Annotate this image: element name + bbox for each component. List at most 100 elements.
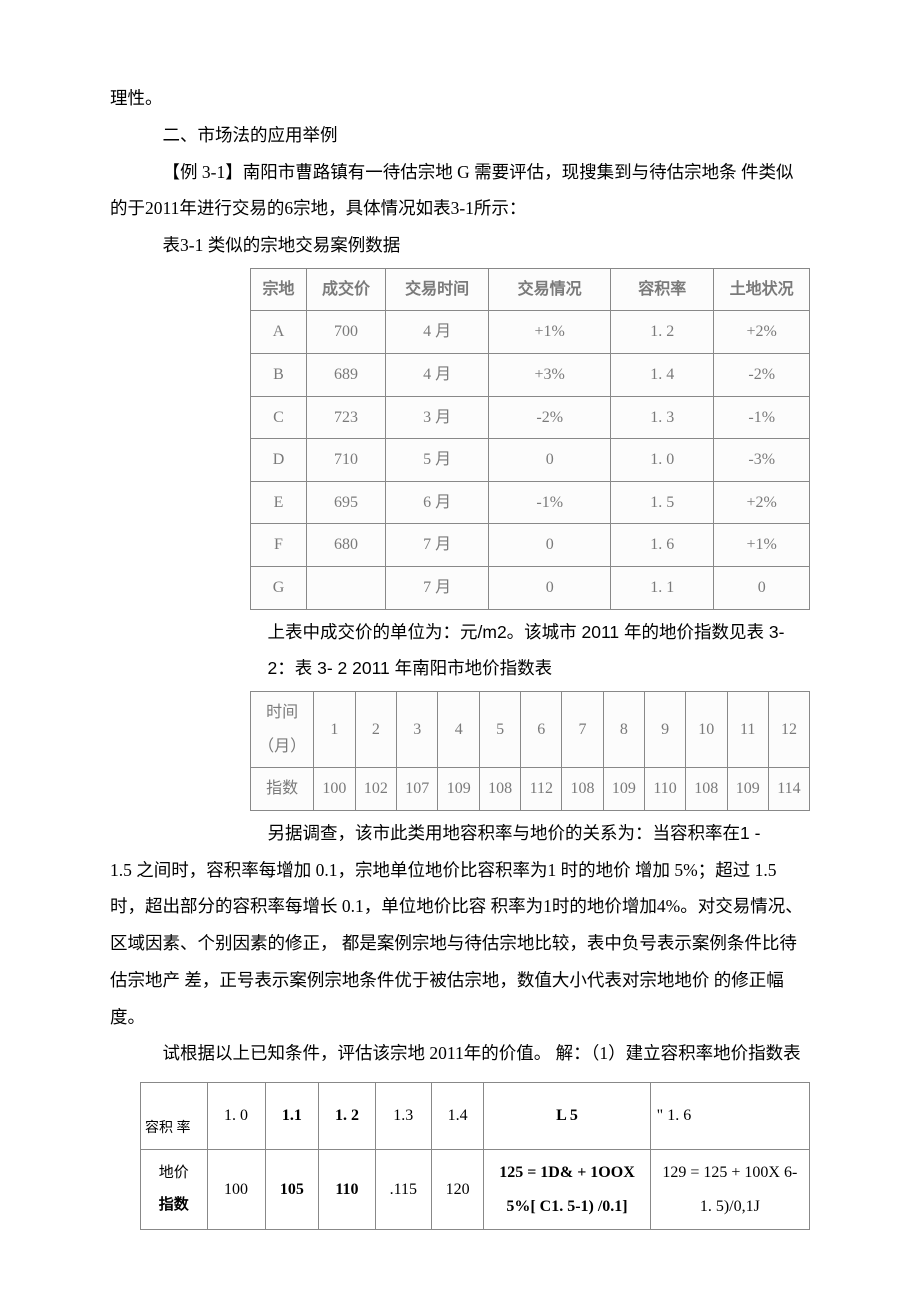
table1-cell: 0 bbox=[714, 566, 810, 609]
table1-cell: 5 月 bbox=[386, 439, 489, 482]
paragraph-0: 理性。 bbox=[110, 80, 810, 117]
table2-rowlabel: 时间（月） bbox=[251, 692, 314, 768]
table1-cell: 7 月 bbox=[386, 524, 489, 567]
table2-month-cell: 6 bbox=[521, 692, 562, 768]
table1-cell: 1. 5 bbox=[611, 481, 714, 524]
table2-value-cell: 108 bbox=[686, 768, 727, 811]
table1-cell: 689 bbox=[307, 353, 386, 396]
table1-cell bbox=[307, 566, 386, 609]
table1-cell: +1% bbox=[489, 311, 611, 354]
table-row: D7105 月01. 0-3% bbox=[251, 439, 810, 482]
table3-header-cell: 容积 率 bbox=[141, 1083, 208, 1150]
table2-value-cell: 109 bbox=[438, 768, 479, 811]
table-far-index: 容积 率1. 01.11. 21.31.4L 5" 1. 6地价指数100105… bbox=[140, 1082, 810, 1230]
table1-cell: -3% bbox=[714, 439, 810, 482]
table1-cell: 700 bbox=[307, 311, 386, 354]
table1-cell: G bbox=[251, 566, 307, 609]
table3-header-cell: 1.1 bbox=[265, 1083, 319, 1150]
table1-cell: 680 bbox=[307, 524, 386, 567]
table1-cell: 0 bbox=[489, 524, 611, 567]
table1-cell: 4 月 bbox=[386, 311, 489, 354]
table2-value-cell: 102 bbox=[355, 768, 396, 811]
table1-cell: 3 月 bbox=[386, 396, 489, 439]
table-row: B6894 月+3%1. 4-2% bbox=[251, 353, 810, 396]
table1-cell: 1. 4 bbox=[611, 353, 714, 396]
table2-month-cell: 12 bbox=[768, 692, 809, 768]
table1-cell: 710 bbox=[307, 439, 386, 482]
p1-lead-span: 另据调查，该市此类用地容积率与地价的关系为：当容积率在1 - bbox=[268, 823, 761, 843]
table3-cell: 125 = 1D& + 1OOX 5%[ C1. 5-1) /0.1] bbox=[484, 1150, 650, 1230]
table1-cell: 695 bbox=[307, 481, 386, 524]
table-index: 时间（月）123456789101112指数100102107109108112… bbox=[250, 691, 810, 811]
table1-cell: -1% bbox=[489, 481, 611, 524]
table2-value-cell: 109 bbox=[727, 768, 768, 811]
table1-cell: C bbox=[251, 396, 307, 439]
table3-cell: 129 = 125 + 100X 6-1. 5)/0,1J bbox=[650, 1150, 809, 1230]
table2-month-cell: 11 bbox=[727, 692, 768, 768]
table3-cell: .115 bbox=[375, 1150, 431, 1230]
table1-cell: 0 bbox=[489, 439, 611, 482]
table2-value-cell: 108 bbox=[562, 768, 603, 811]
table2-month-cell: 8 bbox=[603, 692, 644, 768]
table1-cell: A bbox=[251, 311, 307, 354]
table3-rowlabel: 地价指数 bbox=[141, 1150, 208, 1230]
mid-text: 上表中成交价的单位为：元/m2。该城市 2011 年的地价指数见表 3-2：表 … bbox=[110, 614, 810, 688]
table3-cell: 110 bbox=[319, 1150, 375, 1230]
table1-header-cell: 交易时间 bbox=[386, 268, 489, 311]
table1-header-cell: 交易情况 bbox=[489, 268, 611, 311]
table2-month-cell: 3 bbox=[397, 692, 438, 768]
table1-cell: +2% bbox=[714, 481, 810, 524]
mid-text-span: 上表中成交价的单位为：元/m2。该城市 2011 年的地价指数见表 3-2：表 … bbox=[268, 622, 785, 679]
table1-caption: 表3-1 类似的宗地交易案例数据 bbox=[110, 227, 810, 264]
table2-value-cell: 108 bbox=[479, 768, 520, 811]
table2-month-cell: 9 bbox=[645, 692, 686, 768]
table1-cell: 1. 3 bbox=[611, 396, 714, 439]
table2-month-cell: 10 bbox=[686, 692, 727, 768]
table1-cell: -2% bbox=[714, 353, 810, 396]
body-p1-rest: 1.5 之间时，容积率每增加 0.1，宗地单位地价比容积率为1 时的地价 增加 … bbox=[110, 852, 810, 1036]
table1-cell: 1. 2 bbox=[611, 311, 714, 354]
body-p1-lead: 另据调查，该市此类用地容积率与地价的关系为：当容积率在1 - bbox=[110, 815, 810, 852]
paragraph-example: 【例 3-1】南阳市曹路镇有一待估宗地 G 需要评估，现搜集到与待估宗地条 件类… bbox=[110, 154, 810, 228]
table3-header-cell: 1. 2 bbox=[319, 1083, 375, 1150]
table3-header-cell: " 1. 6 bbox=[650, 1083, 809, 1150]
table2-rowlabel: 指数 bbox=[251, 768, 314, 811]
table2-month-cell: 4 bbox=[438, 692, 479, 768]
table3-cell: 120 bbox=[431, 1150, 483, 1230]
table2-value-cell: 100 bbox=[314, 768, 355, 811]
table1-header-cell: 宗地 bbox=[251, 268, 307, 311]
table1-cell: 1. 6 bbox=[611, 524, 714, 567]
table1-cell: 0 bbox=[489, 566, 611, 609]
table3-cell: 105 bbox=[265, 1150, 319, 1230]
table2-value-cell: 112 bbox=[521, 768, 562, 811]
table-row: G7 月01. 10 bbox=[251, 566, 810, 609]
body-p2: 试根据以上已知条件，评估该宗地 2011年的价值。 解：（1）建立容积率地价指数… bbox=[110, 1035, 810, 1072]
table-row: E6956 月-1%1. 5+2% bbox=[251, 481, 810, 524]
table3-header-cell: 1.4 bbox=[431, 1083, 483, 1150]
table1-cell: F bbox=[251, 524, 307, 567]
table1-cell: E bbox=[251, 481, 307, 524]
table1-cell: +2% bbox=[714, 311, 810, 354]
table-row: F6807 月01. 6+1% bbox=[251, 524, 810, 567]
table2-month-cell: 2 bbox=[355, 692, 396, 768]
table2-value-cell: 109 bbox=[603, 768, 644, 811]
table3-header-cell: L 5 bbox=[484, 1083, 650, 1150]
table1-cell: +3% bbox=[489, 353, 611, 396]
table-row: A7004 月+1%1. 2+2% bbox=[251, 311, 810, 354]
table3-header-cell: 1. 0 bbox=[207, 1083, 265, 1150]
table3-cell: 100 bbox=[207, 1150, 265, 1230]
table1-cell: -2% bbox=[489, 396, 611, 439]
table1-cell: 7 月 bbox=[386, 566, 489, 609]
heading-2: 二、市场法的应用举例 bbox=[110, 117, 810, 154]
table2-month-cell: 5 bbox=[479, 692, 520, 768]
table1-cell: D bbox=[251, 439, 307, 482]
table1-header-cell: 土地状况 bbox=[714, 268, 810, 311]
example-text: 【例 3-1】南阳市曹路镇有一待估宗地 G 需要评估，现搜集到与待估宗地条 件类… bbox=[110, 162, 793, 219]
table1-header-cell: 成交价 bbox=[307, 268, 386, 311]
table1-cell: +1% bbox=[714, 524, 810, 567]
table1-cell: 4 月 bbox=[386, 353, 489, 396]
table2-value-cell: 114 bbox=[768, 768, 809, 811]
table2-month-cell: 7 bbox=[562, 692, 603, 768]
table1-cell: 1. 1 bbox=[611, 566, 714, 609]
table2-value-cell: 110 bbox=[645, 768, 686, 811]
